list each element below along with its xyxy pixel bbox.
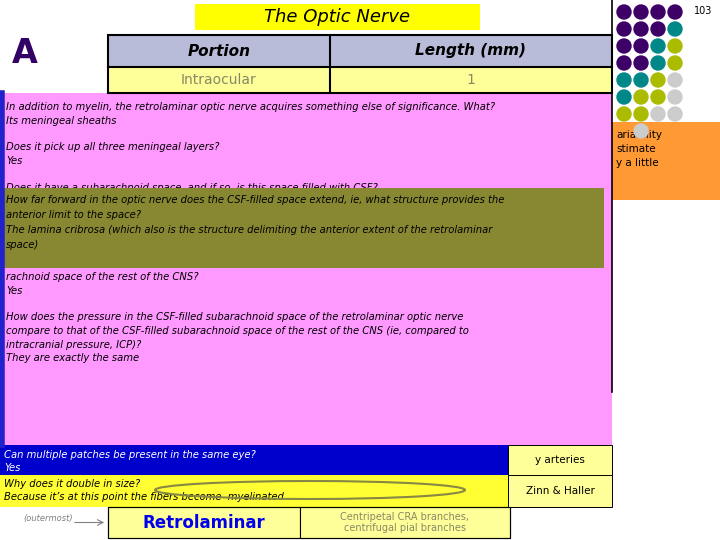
Circle shape bbox=[634, 124, 648, 138]
Text: stimate: stimate bbox=[616, 144, 656, 154]
Circle shape bbox=[668, 107, 682, 121]
Text: ariability: ariability bbox=[616, 130, 662, 140]
FancyBboxPatch shape bbox=[508, 445, 612, 475]
Text: Yes: Yes bbox=[6, 286, 22, 295]
FancyBboxPatch shape bbox=[508, 475, 612, 507]
FancyBboxPatch shape bbox=[0, 475, 612, 507]
Circle shape bbox=[651, 22, 665, 36]
FancyBboxPatch shape bbox=[108, 35, 612, 67]
Text: A: A bbox=[12, 37, 38, 70]
Circle shape bbox=[668, 39, 682, 53]
Text: (outermost): (outermost) bbox=[23, 514, 73, 523]
Text: Intraocular: Intraocular bbox=[181, 73, 257, 87]
Text: The lamina cribrosa (which also is the structure delimiting the anterior extent : The lamina cribrosa (which also is the s… bbox=[6, 225, 492, 235]
Text: rachnoid space of the rest of the CNS?: rachnoid space of the rest of the CNS? bbox=[6, 272, 199, 282]
Text: anterior limit to the space?: anterior limit to the space? bbox=[6, 210, 141, 220]
FancyBboxPatch shape bbox=[108, 507, 300, 538]
Text: They are exactly the same: They are exactly the same bbox=[6, 353, 139, 363]
FancyBboxPatch shape bbox=[0, 445, 508, 475]
Text: Because it’s at this point the fibers become  myelinated: Because it’s at this point the fibers be… bbox=[4, 492, 284, 502]
FancyBboxPatch shape bbox=[300, 507, 510, 538]
Circle shape bbox=[651, 39, 665, 53]
Circle shape bbox=[617, 22, 631, 36]
Circle shape bbox=[617, 90, 631, 104]
Circle shape bbox=[651, 107, 665, 121]
Text: Can multiple patches be present in the same eye?: Can multiple patches be present in the s… bbox=[4, 450, 256, 460]
Text: y arteries: y arteries bbox=[535, 455, 585, 465]
Circle shape bbox=[634, 73, 648, 87]
FancyBboxPatch shape bbox=[2, 188, 604, 268]
Circle shape bbox=[668, 56, 682, 70]
FancyBboxPatch shape bbox=[195, 4, 480, 30]
Text: Portion: Portion bbox=[187, 44, 251, 58]
Text: In addition to myelin, the retrolaminar optic nerve acquires something else of s: In addition to myelin, the retrolaminar … bbox=[6, 102, 495, 112]
Circle shape bbox=[634, 39, 648, 53]
Text: compare to that of the CSF-filled subarachnoid space of the rest of the CNS (ie,: compare to that of the CSF-filled subara… bbox=[6, 326, 469, 336]
Text: Why does it double in size?: Why does it double in size? bbox=[4, 479, 140, 489]
Text: 1: 1 bbox=[467, 73, 475, 87]
Circle shape bbox=[617, 56, 631, 70]
Text: How does the pressure in the CSF-filled subarachnoid space of the retrolaminar o: How does the pressure in the CSF-filled … bbox=[6, 313, 464, 322]
FancyBboxPatch shape bbox=[108, 67, 612, 93]
Circle shape bbox=[668, 5, 682, 19]
Circle shape bbox=[651, 90, 665, 104]
Text: Zinn & Haller: Zinn & Haller bbox=[526, 486, 595, 496]
Circle shape bbox=[668, 73, 682, 87]
Text: Yes: Yes bbox=[6, 156, 22, 166]
Text: Length (mm): Length (mm) bbox=[415, 44, 526, 58]
Circle shape bbox=[651, 73, 665, 87]
Text: intracranial pressure, ICP)?: intracranial pressure, ICP)? bbox=[6, 340, 141, 349]
FancyBboxPatch shape bbox=[612, 122, 720, 200]
Circle shape bbox=[617, 39, 631, 53]
Circle shape bbox=[651, 5, 665, 19]
Text: Yes: Yes bbox=[4, 463, 20, 473]
Circle shape bbox=[634, 22, 648, 36]
Circle shape bbox=[634, 107, 648, 121]
Text: 103: 103 bbox=[693, 6, 712, 16]
Text: Retrolaminar: Retrolaminar bbox=[143, 514, 266, 531]
Text: The Optic Nerve: The Optic Nerve bbox=[264, 8, 410, 26]
Circle shape bbox=[668, 22, 682, 36]
Circle shape bbox=[651, 56, 665, 70]
Text: space): space) bbox=[6, 240, 40, 250]
Circle shape bbox=[634, 56, 648, 70]
Text: Its meningeal sheaths: Its meningeal sheaths bbox=[6, 116, 117, 125]
Circle shape bbox=[617, 107, 631, 121]
FancyBboxPatch shape bbox=[0, 93, 612, 445]
Circle shape bbox=[634, 90, 648, 104]
Text: Centripetal CRA branches,
centrifugal pial branches: Centripetal CRA branches, centrifugal pi… bbox=[341, 512, 469, 534]
Text: Does it pick up all three meningeal layers?: Does it pick up all three meningeal laye… bbox=[6, 143, 220, 152]
Text: Does it have a subarachnoid space, and if so, is this space filled with CSF?: Does it have a subarachnoid space, and i… bbox=[6, 183, 378, 193]
Text: How far forward in the optic nerve does the CSF-filled space extend, ie, what st: How far forward in the optic nerve does … bbox=[6, 195, 505, 205]
Circle shape bbox=[668, 90, 682, 104]
Text: y a little: y a little bbox=[616, 158, 659, 168]
Circle shape bbox=[634, 5, 648, 19]
Circle shape bbox=[617, 5, 631, 19]
Circle shape bbox=[617, 73, 631, 87]
